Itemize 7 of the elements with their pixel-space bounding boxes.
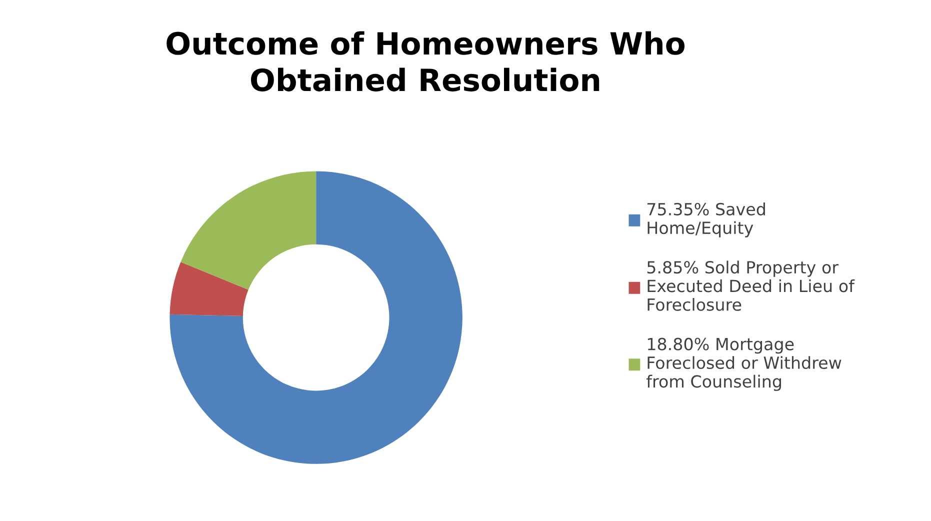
- donut-slice: [170, 171, 462, 464]
- chart-title: Outcome of Homeowners Who Obtained Resolution: [166, 31, 685, 92]
- donut-slice: [180, 171, 316, 290]
- legend-label: 75.35% Saved Home/Equity: [647, 202, 765, 238]
- legend-label: 18.80% Mortgage Foreclosed or Withdrew from Counseling: [646, 338, 842, 391]
- legend-label: 5.85% Sold Property or Executed Deed in Lieu of Foreclosure: [647, 260, 855, 311]
- donut-slice: [170, 262, 248, 316]
